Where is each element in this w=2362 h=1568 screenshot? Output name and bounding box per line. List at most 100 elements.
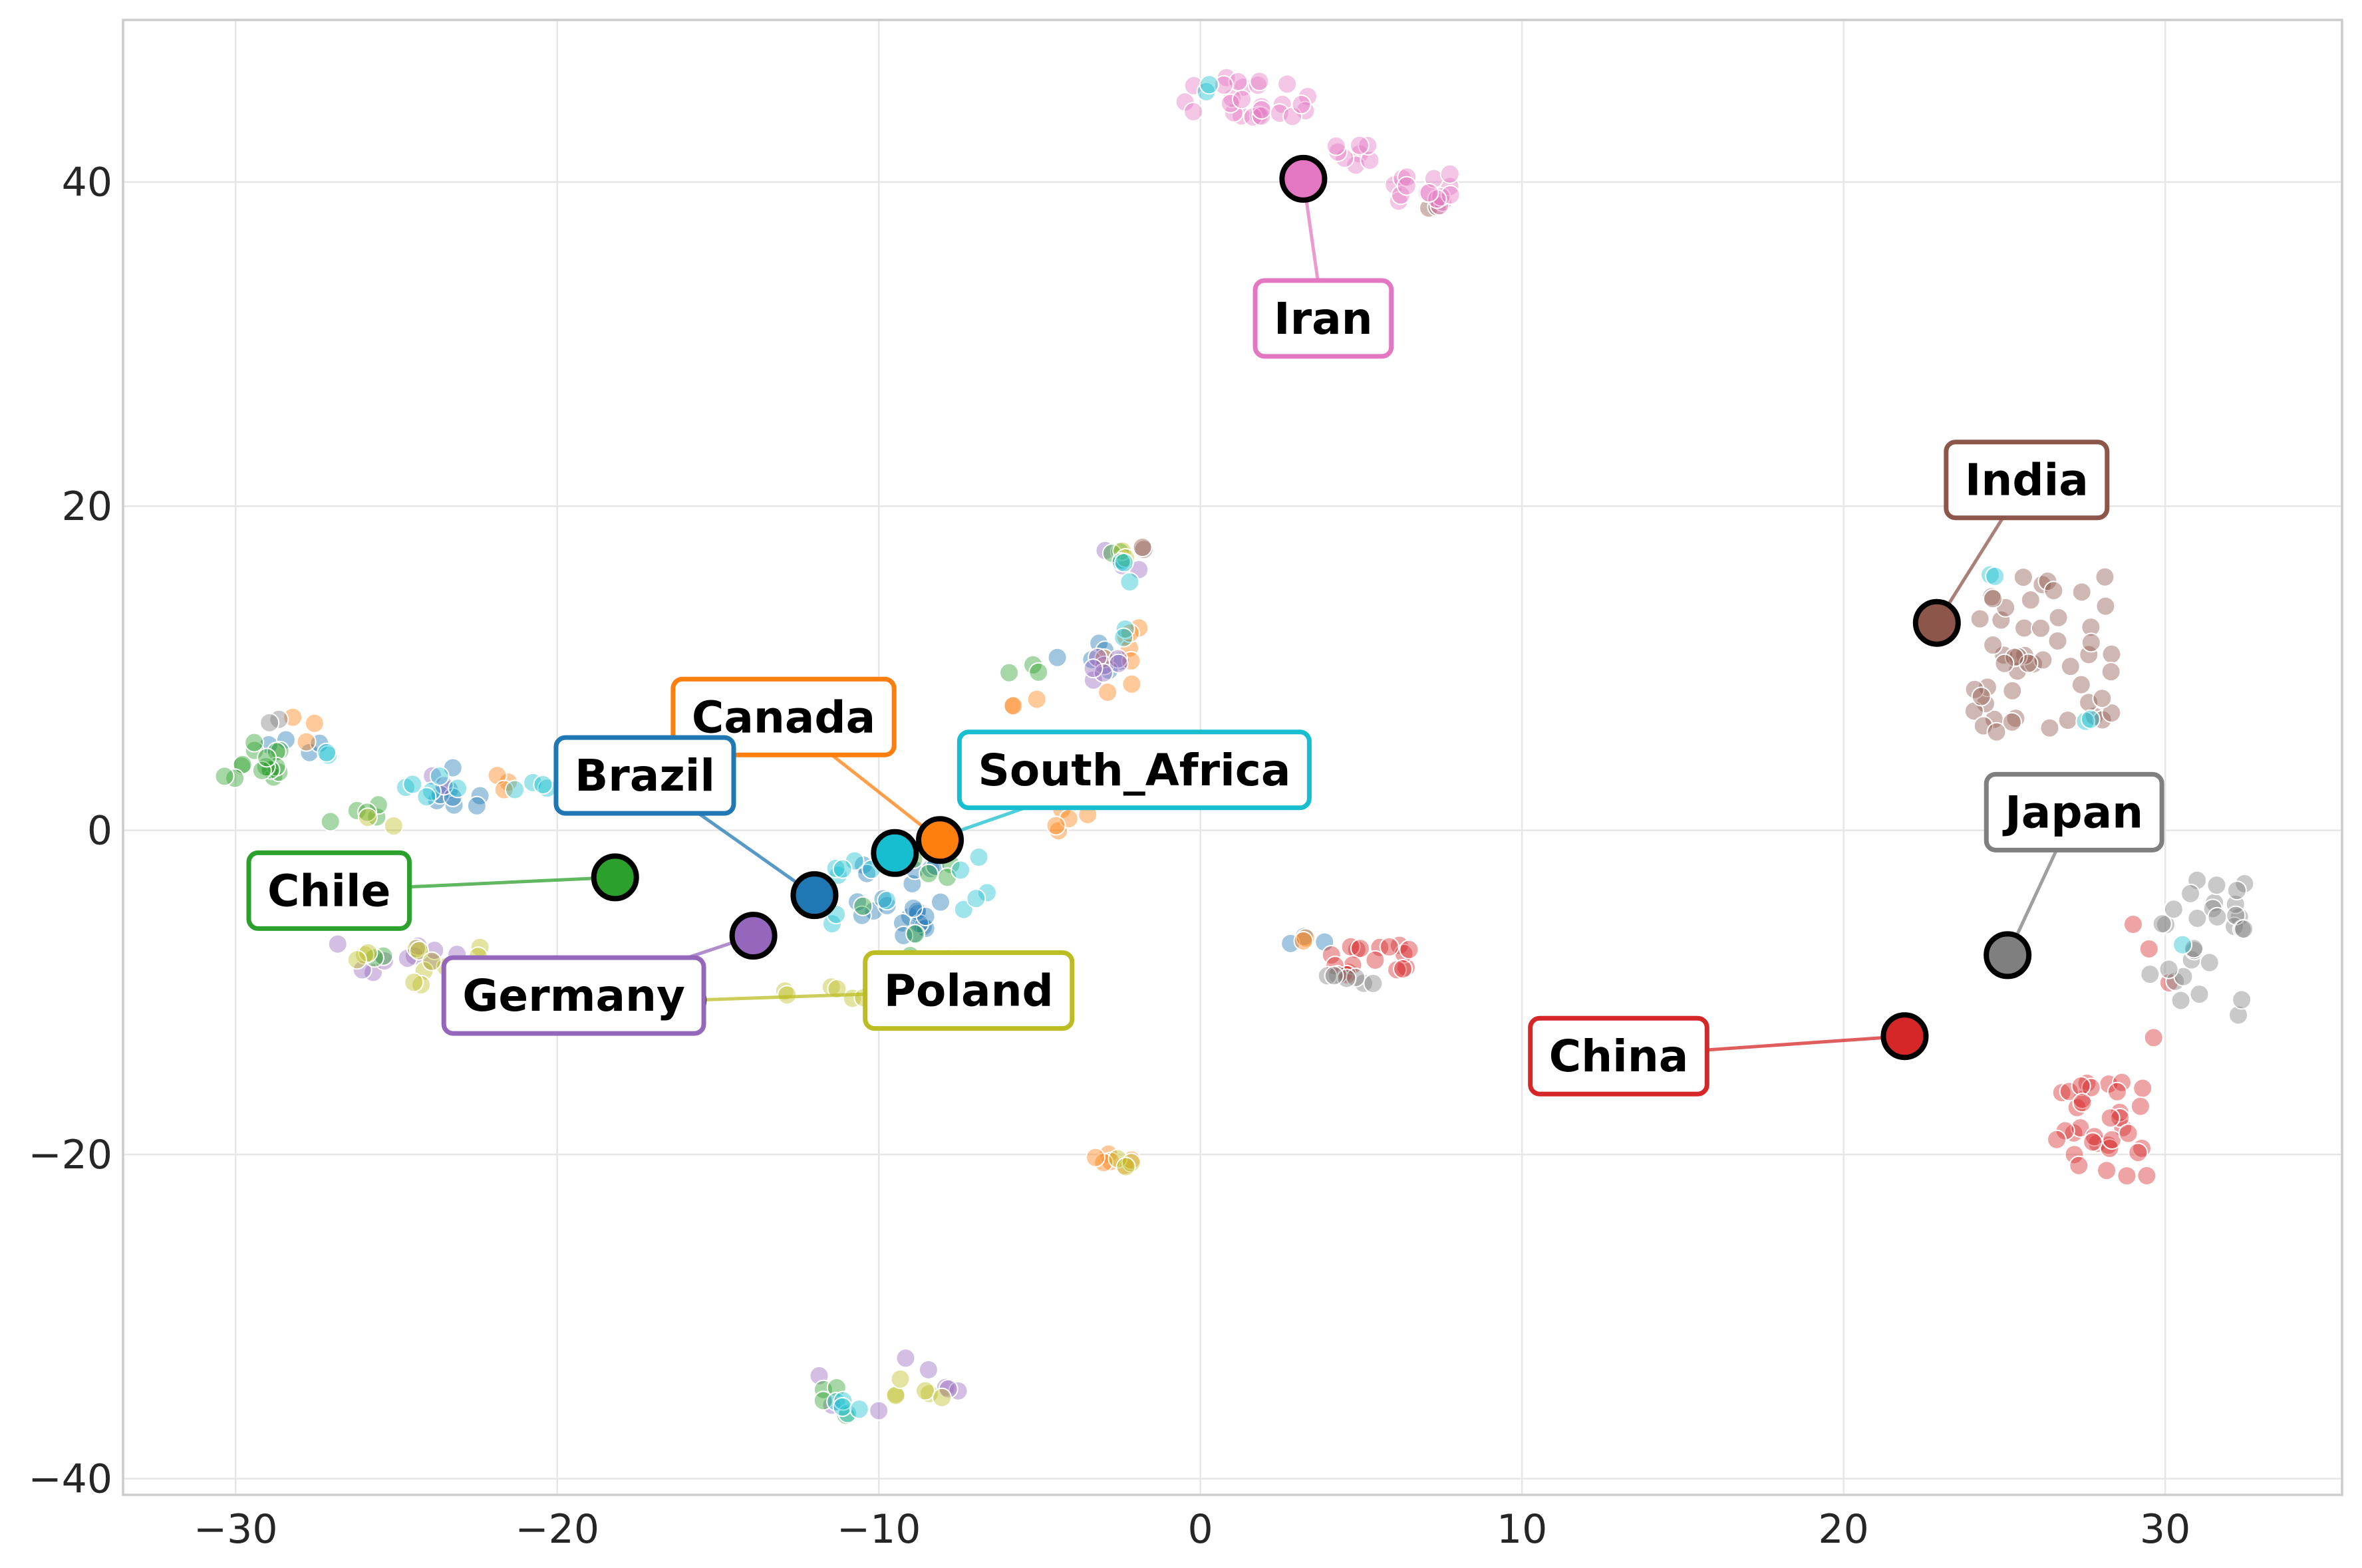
point-china: [2139, 938, 2159, 959]
x-tick-label: 20: [1818, 1506, 1868, 1553]
point-india: [2071, 582, 2092, 602]
label-text-germany: Germany: [462, 970, 685, 1021]
point-south-africa: [1199, 74, 1219, 95]
centroid-iran: [1279, 154, 1328, 203]
point-poland: [409, 940, 430, 961]
point-india: [2001, 712, 2022, 732]
point-india: [1971, 686, 1992, 707]
point-germany: [1093, 662, 1113, 683]
label-germany: Germany: [441, 955, 706, 1036]
point-india: [2037, 571, 2058, 592]
point-poland: [411, 974, 432, 995]
label-china: China: [1528, 1015, 1709, 1097]
point-china: [2109, 1102, 2130, 1122]
point-japan: [2234, 873, 2255, 894]
point-japan: [2189, 984, 2210, 1005]
point-iran: [1427, 189, 1447, 209]
point-india: [1991, 610, 2011, 630]
centroid-japan: [1984, 931, 2032, 980]
point-japan: [2206, 875, 2227, 896]
point-india: [2004, 647, 2025, 668]
point-china: [1393, 959, 1413, 980]
point-germany: [1083, 658, 1104, 679]
y-tick-label: −40: [28, 1456, 112, 1503]
label-text-brazil: Brazil: [575, 750, 715, 801]
point-iran: [1249, 71, 1270, 92]
point-china: [1399, 939, 1419, 960]
point-india: [1994, 653, 2015, 674]
point-south-africa: [951, 860, 971, 880]
point-china: [2081, 1077, 2101, 1098]
point-china: [1387, 960, 1407, 980]
point-south-africa: [966, 888, 986, 909]
point-china: [2072, 1093, 2093, 1113]
point-china: [2069, 1155, 2089, 1176]
point-chile: [826, 1377, 847, 1398]
label-text-canada: Canada: [692, 692, 875, 743]
point-south-africa: [505, 779, 525, 800]
point-india: [2013, 567, 2033, 588]
y-tick-label: 0: [87, 808, 112, 854]
point-china: [2070, 1118, 2091, 1138]
point-japan: [1317, 966, 1338, 986]
point-south-africa: [1119, 572, 1140, 592]
point-iran: [1419, 182, 1439, 203]
point-south-africa: [1113, 553, 1134, 573]
point-poland: [890, 1369, 911, 1389]
label-text-chile: Chile: [267, 865, 390, 916]
point-south-africa: [849, 1399, 869, 1420]
y-tick-label: 20: [62, 483, 112, 530]
point-brazil: [1280, 933, 1301, 954]
point-japan: [2158, 959, 2179, 980]
point-chile: [320, 811, 341, 832]
point-south-africa: [977, 882, 998, 903]
label-chile: Chile: [246, 850, 412, 931]
label-box-brazil: [553, 735, 736, 816]
point-iran: [1326, 136, 1346, 156]
point-poland: [347, 950, 367, 970]
x-tick-label: −10: [837, 1506, 921, 1553]
label-text-china: China: [1549, 1031, 1689, 1082]
centroid-china: [1880, 1012, 1929, 1061]
point-brazil: [903, 898, 924, 918]
point-iran: [1216, 67, 1237, 88]
point-iran: [1183, 101, 1204, 122]
point-india: [2101, 662, 2121, 682]
point-japan: [2227, 880, 2248, 901]
point-india: [2005, 708, 2026, 729]
point-iran: [1360, 150, 1380, 171]
point-china: [1350, 938, 1370, 959]
point-south-africa: [953, 899, 974, 920]
point-japan: [1336, 968, 1357, 989]
point-japan: [1363, 973, 1384, 993]
point-china: [2097, 1160, 2117, 1181]
point-china: [2111, 1072, 2132, 1093]
point-south-africa: [832, 858, 853, 879]
point-japan: [1324, 966, 1344, 986]
point-chile: [853, 896, 873, 916]
point-japan: [259, 712, 280, 733]
point-canada: [1121, 674, 1142, 694]
point-south-africa: [416, 787, 437, 807]
point-iran: [1220, 93, 1241, 114]
label-iran: Iran: [1253, 278, 1394, 359]
plot-frame: [122, 19, 2343, 1496]
point-china: [1379, 936, 1400, 957]
label-box-chile: [246, 850, 412, 931]
point-india: [2032, 575, 2053, 595]
centroid-india: [1912, 598, 1961, 647]
point-chile: [251, 760, 272, 781]
point-south-africa: [968, 847, 989, 868]
point-india: [2095, 596, 2116, 616]
label-india: India: [1944, 440, 2110, 521]
point-china: [2083, 1132, 2103, 1152]
point-china: [2107, 1081, 2127, 1102]
point-japan: [2140, 964, 2160, 985]
point-iran: [1439, 164, 1460, 184]
point-japan: [2187, 908, 2208, 928]
country-labels: Iran India Japan China Canada Brazil South_Afr…: [246, 278, 2164, 1097]
label-text-poland: Poland: [884, 966, 1054, 1017]
point-india: [2039, 718, 2060, 738]
point-china: [2059, 1081, 2079, 1102]
